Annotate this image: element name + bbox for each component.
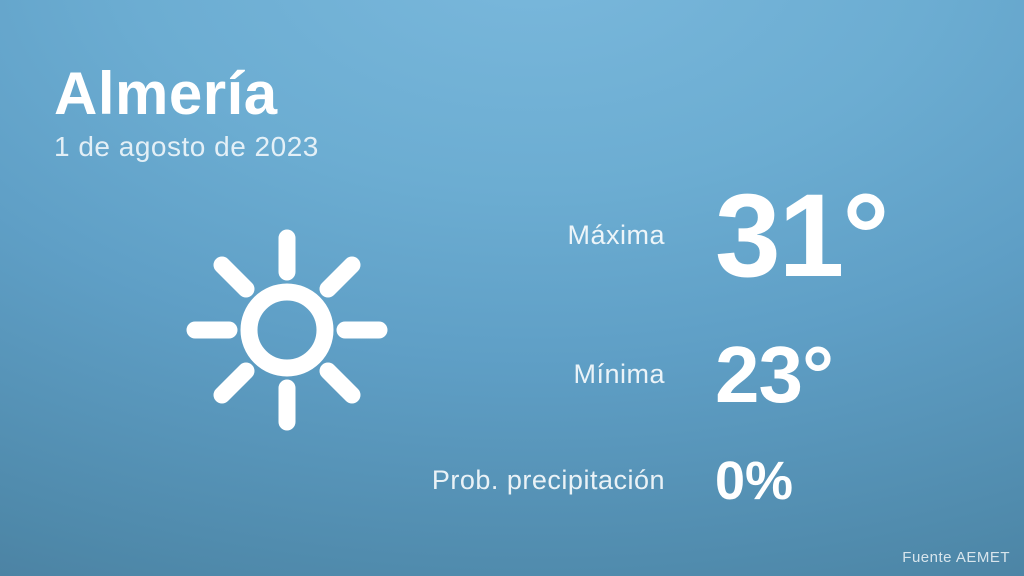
precipitation-label: Prob. precipitación: [431, 465, 665, 495]
header: Almería 1 de agosto de 2023: [54, 64, 319, 163]
precipitation-value: 0%: [715, 450, 794, 511]
max-temp-row: Máxima 31°: [360, 173, 960, 298]
min-temp-value: 23°: [715, 329, 834, 419]
data-source-credit: Fuente AEMET: [902, 549, 1010, 566]
max-temp-label: Máxima: [567, 220, 665, 250]
min-temp-row: Mínima 23°: [360, 322, 960, 427]
max-temp-value: 31°: [715, 169, 889, 302]
sun-icon: [177, 220, 397, 440]
min-temp-label: Mínima: [573, 359, 665, 389]
precipitation-row: Prob. precipitación 0%: [360, 438, 960, 523]
city-title: Almería: [54, 60, 278, 127]
forecast-date: 1 de agosto de 2023: [54, 131, 319, 162]
